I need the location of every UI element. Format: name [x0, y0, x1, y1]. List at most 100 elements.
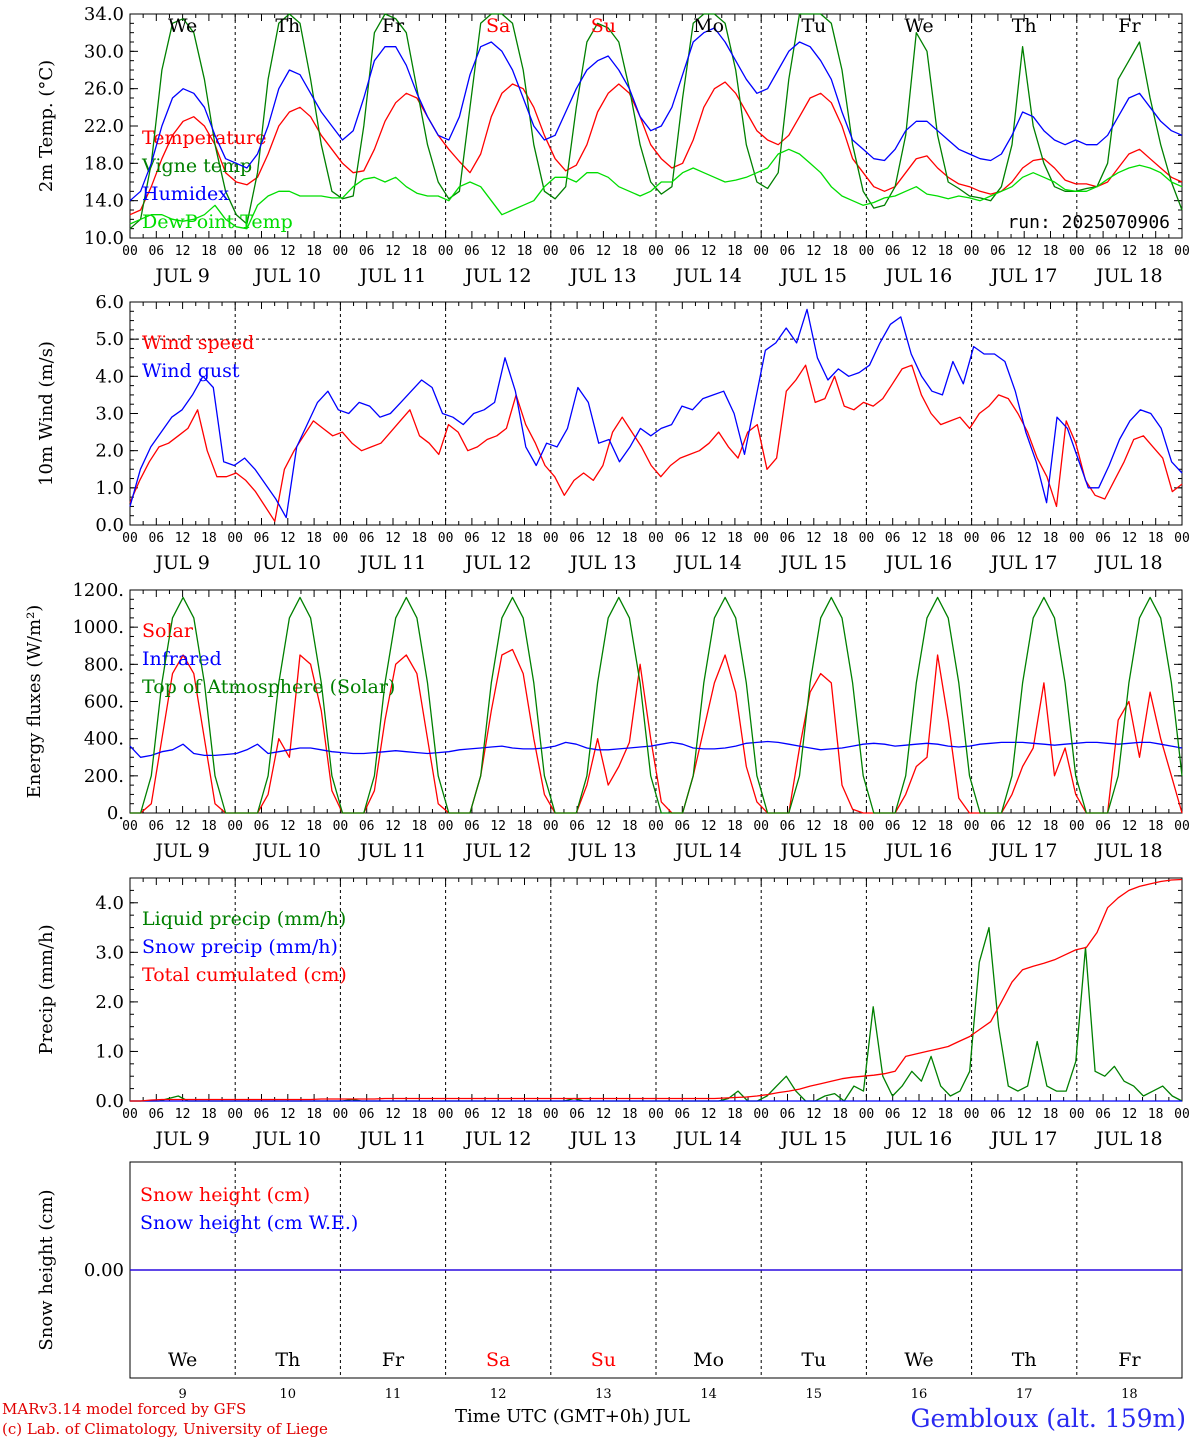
y-tick-label: 600. — [84, 692, 124, 713]
x-hour-label: 06 — [885, 244, 901, 259]
x-date-label: JUL 18 — [1094, 840, 1162, 862]
x-date-label: JUL 11 — [358, 840, 426, 862]
x-hour-label: 12 — [1016, 244, 1032, 259]
x-hour-label: 12 — [1122, 531, 1138, 546]
x-hour-label: 12 — [490, 531, 506, 546]
x-day-number: 9 — [178, 1387, 186, 1402]
x-hour-label: 00 — [859, 531, 875, 546]
x-hour-label: 06 — [569, 1107, 585, 1122]
weekday-label: We — [168, 1349, 197, 1371]
x-hour-label: 18 — [937, 819, 953, 834]
y-tick-label: 18.0 — [84, 153, 124, 174]
x-hour-label: 00 — [227, 1107, 243, 1122]
x-hour-label: 12 — [490, 1107, 506, 1122]
x-hour-label: 12 — [280, 244, 296, 259]
x-hour-label: 18 — [411, 819, 427, 834]
x-hour-label: 18 — [306, 1107, 322, 1122]
x-hour-label: 18 — [1148, 244, 1164, 259]
x-hour-label: 00 — [859, 244, 875, 259]
y-tick-label: 0.00 — [84, 1260, 124, 1281]
x-hour-label: 00 — [438, 244, 454, 259]
x-hour-label: 12 — [911, 531, 927, 546]
x-hour-label: 12 — [280, 1107, 296, 1122]
x-date-label: JUL 9 — [153, 1128, 209, 1150]
y-tick-label: 200. — [84, 766, 124, 787]
x-date-label: JUL 12 — [463, 552, 531, 574]
weekday-label: Sa — [486, 1349, 510, 1371]
x-hour-label: 12 — [385, 1107, 401, 1122]
panel-temperature: 10.0 14.0 18.0 22.0 26.0 30.0 34.0 2m Temp. (°C… — [36, 4, 1190, 287]
x-hour-label: 18 — [727, 244, 743, 259]
model-credit: MARv3.14 model forced by GFS — [2, 1400, 247, 1418]
x-hour-label: 18 — [411, 531, 427, 546]
x-hour-label: 00 — [964, 531, 980, 546]
x-hour-label: 18 — [832, 244, 848, 259]
x-hour-label: 06 — [780, 819, 796, 834]
y-axis-label: Snow height (cm) — [36, 1189, 57, 1350]
x-date-label: JUL 11 — [358, 265, 426, 287]
x-day-number: 14 — [700, 1387, 717, 1402]
panel-snow_height: 0.00 Snow height (cm) Snow height (cm) Snow… — [36, 1161, 1183, 1402]
x-hour-label: 18 — [306, 244, 322, 259]
x-date-label: JUL 14 — [673, 265, 741, 287]
x-date-label: JUL 18 — [1094, 1128, 1162, 1150]
x-hour-label: 18 — [937, 531, 953, 546]
x-date-label: JUL 10 — [253, 265, 321, 287]
weekday-label: Mo — [693, 15, 724, 37]
legend-entry: Humidex — [142, 183, 229, 205]
panel-wind: 0.0 1.0 2.0 3.0 4.0 5.0 6.0 10m Wind (m/s) Wind … — [36, 292, 1190, 574]
x-day-number: 15 — [806, 1387, 823, 1402]
x-hour-label: 06 — [359, 1107, 375, 1122]
x-hour-label: 00 — [964, 244, 980, 259]
series-wind-speed — [129, 364, 1183, 522]
x-hour-label: 00 — [1069, 1107, 1085, 1122]
legend-entry: Wind speed — [142, 332, 254, 354]
x-hour-label: 06 — [464, 819, 480, 834]
x-hour-label: 18 — [727, 819, 743, 834]
x-date-label: JUL 10 — [253, 1128, 321, 1150]
weekday-label: Fr — [1118, 1349, 1141, 1371]
x-hour-label: 12 — [385, 244, 401, 259]
weekday-label: Su — [591, 15, 616, 37]
x-hour-label: 06 — [780, 531, 796, 546]
x-hour-label: 18 — [832, 531, 848, 546]
x-hour-label: 06 — [569, 531, 585, 546]
x-date-label: JUL 14 — [673, 840, 741, 862]
x-hour-label: 12 — [806, 819, 822, 834]
x-hour-label: 06 — [148, 244, 164, 259]
x-date-label: JUL 16 — [884, 265, 952, 287]
x-date-label: JUL 18 — [1094, 552, 1162, 574]
x-hour-label: 00 — [438, 1107, 454, 1122]
x-day-number: 11 — [385, 1387, 402, 1402]
x-date-label: JUL 17 — [989, 840, 1057, 862]
x-hour-label: 00 — [753, 244, 769, 259]
panel-energy_fluxes: 0. 200. 400. 600. 800. 1000. 1200. Energy fluxe… — [24, 580, 1190, 862]
x-hour-label: 06 — [885, 819, 901, 834]
x-hour-label: 12 — [490, 819, 506, 834]
x-hour-label: 06 — [148, 1107, 164, 1122]
weekday-label: Th — [275, 1349, 300, 1371]
x-hour-label: 12 — [1016, 1107, 1032, 1122]
x-hour-label: 18 — [1148, 819, 1164, 834]
x-hour-label: 12 — [175, 531, 191, 546]
weekday-label: Fr — [382, 1349, 405, 1371]
weekday-label: Th — [1012, 1349, 1037, 1371]
x-date-label: JUL 11 — [358, 552, 426, 574]
y-tick-label: 0.0 — [95, 515, 124, 536]
y-tick-label: 1200. — [72, 580, 124, 601]
x-hour-label: 18 — [622, 1107, 638, 1122]
legend-entry: Snow precip (mm/h) — [142, 936, 338, 958]
y-tick-label: 800. — [84, 654, 124, 675]
y-axis-label: 10m Wind (m/s) — [36, 341, 57, 486]
x-hour-label: 00 — [333, 531, 349, 546]
plot-frame — [129, 13, 1183, 239]
y-axis-label: Energy fluxes (W/m²) — [24, 605, 45, 799]
x-hour-label: 06 — [569, 244, 585, 259]
x-date-label: JUL 13 — [568, 840, 636, 862]
y-tick-label: 22.0 — [84, 116, 124, 137]
x-hour-label: 00 — [964, 819, 980, 834]
y-tick-label: 2.0 — [95, 992, 124, 1013]
legend-entry: Top of Atmosphere (Solar) — [142, 676, 395, 698]
series-infrared — [129, 740, 1183, 758]
x-date-label: JUL 9 — [153, 265, 209, 287]
